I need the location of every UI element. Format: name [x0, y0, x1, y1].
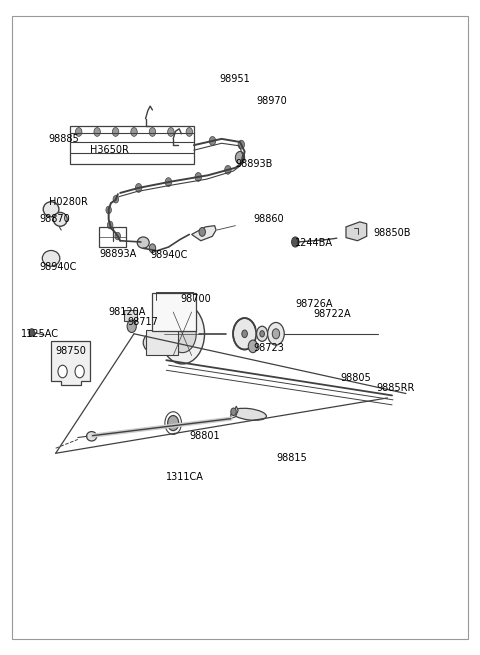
Circle shape — [165, 178, 172, 187]
Circle shape — [94, 128, 100, 136]
Circle shape — [106, 206, 111, 214]
Text: 98893A: 98893A — [99, 249, 137, 259]
Text: 98722A: 98722A — [314, 309, 351, 319]
Ellipse shape — [43, 202, 59, 217]
Text: 1311CA: 1311CA — [166, 472, 204, 482]
Text: H3650R: H3650R — [90, 145, 129, 155]
Text: H0280R: H0280R — [49, 196, 88, 207]
Text: 98885: 98885 — [49, 134, 80, 144]
Text: 98801: 98801 — [189, 430, 220, 441]
Ellipse shape — [232, 408, 266, 421]
Circle shape — [75, 128, 82, 136]
Text: 98815: 98815 — [277, 453, 308, 463]
Circle shape — [115, 233, 120, 240]
Text: 98893B: 98893B — [235, 159, 273, 169]
Circle shape — [135, 183, 142, 193]
Text: 9885RR: 9885RR — [376, 383, 414, 393]
Circle shape — [242, 330, 247, 337]
Circle shape — [131, 128, 137, 136]
Text: 98750: 98750 — [56, 346, 86, 356]
Bar — [124, 310, 137, 321]
Circle shape — [292, 237, 299, 247]
Circle shape — [108, 221, 113, 229]
Circle shape — [260, 331, 264, 337]
Polygon shape — [231, 406, 238, 419]
Text: 1244BA: 1244BA — [295, 238, 333, 248]
Text: 1125AC: 1125AC — [21, 329, 59, 339]
Text: 98723: 98723 — [254, 343, 285, 352]
Circle shape — [127, 320, 136, 333]
Circle shape — [235, 151, 245, 164]
Circle shape — [168, 315, 196, 352]
Circle shape — [112, 128, 119, 136]
Circle shape — [75, 365, 84, 378]
Text: 98970: 98970 — [256, 96, 287, 106]
Circle shape — [168, 128, 174, 136]
Bar — [153, 293, 196, 331]
Circle shape — [233, 318, 256, 350]
Circle shape — [113, 195, 119, 203]
Circle shape — [225, 166, 231, 174]
Circle shape — [257, 326, 268, 341]
Text: 98726A: 98726A — [295, 299, 333, 309]
Circle shape — [238, 140, 244, 149]
Circle shape — [160, 304, 204, 364]
Text: 98870: 98870 — [39, 214, 70, 225]
Bar — [145, 330, 178, 355]
Ellipse shape — [137, 237, 149, 248]
Circle shape — [29, 329, 35, 336]
Circle shape — [149, 244, 156, 253]
Text: 98717: 98717 — [127, 318, 158, 328]
Ellipse shape — [143, 333, 162, 352]
Circle shape — [248, 340, 257, 352]
Circle shape — [186, 128, 192, 136]
Text: 98120A: 98120A — [108, 307, 146, 317]
Bar — [70, 126, 194, 164]
Text: 98951: 98951 — [219, 74, 250, 84]
Text: 98940C: 98940C — [39, 262, 77, 272]
Circle shape — [58, 365, 67, 378]
Polygon shape — [51, 341, 90, 385]
Ellipse shape — [42, 250, 60, 266]
Circle shape — [209, 136, 216, 145]
Circle shape — [231, 408, 236, 415]
Ellipse shape — [86, 432, 96, 441]
Ellipse shape — [53, 212, 67, 226]
Text: 98850B: 98850B — [373, 228, 411, 238]
Circle shape — [268, 322, 284, 345]
Polygon shape — [346, 222, 367, 241]
Circle shape — [272, 329, 280, 339]
Circle shape — [199, 227, 205, 236]
Text: 98860: 98860 — [254, 214, 285, 225]
Text: 98805: 98805 — [340, 373, 371, 383]
Circle shape — [168, 415, 179, 430]
Text: 98700: 98700 — [180, 294, 211, 304]
Bar — [99, 227, 126, 247]
Circle shape — [149, 128, 156, 136]
Polygon shape — [192, 225, 216, 241]
Circle shape — [195, 172, 202, 181]
Text: 98940C: 98940C — [150, 250, 188, 260]
